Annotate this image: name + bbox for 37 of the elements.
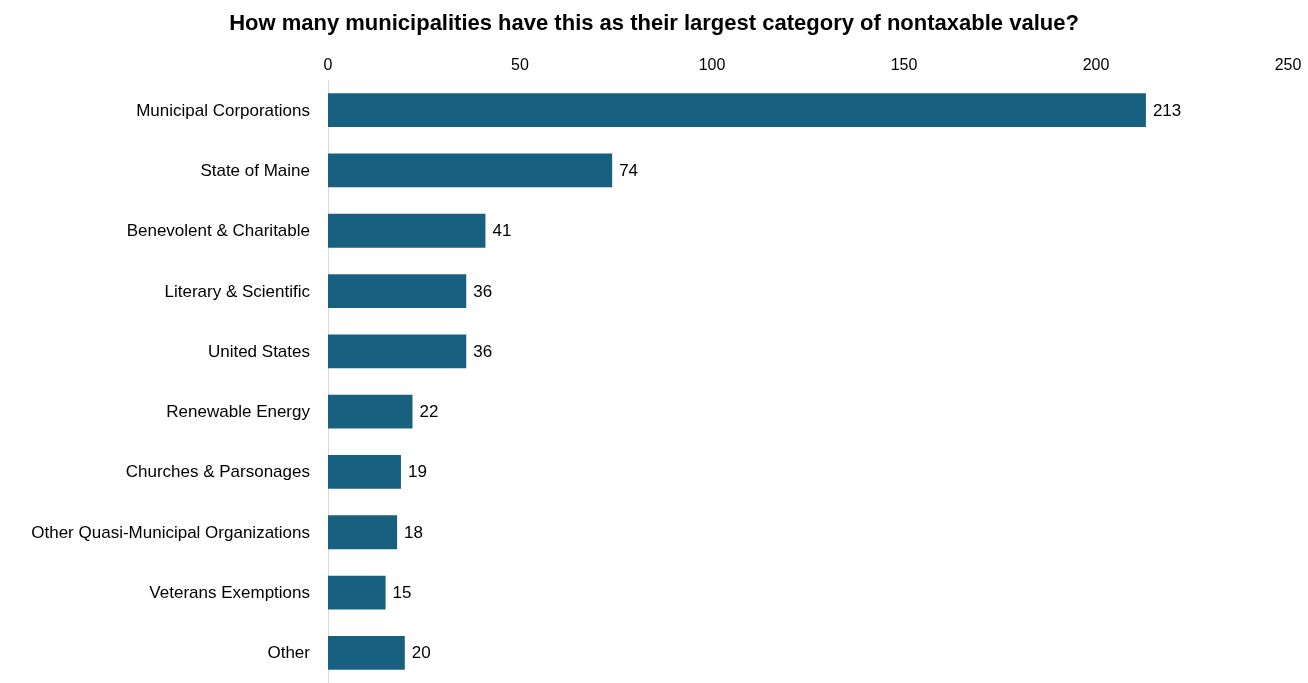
x-tick-label: 150 [890, 55, 918, 73]
bar [328, 213, 486, 248]
bar [328, 515, 398, 550]
x-tick-label: 250 [1274, 55, 1302, 73]
x-tick-label: 100 [698, 55, 726, 73]
bar [328, 455, 401, 489]
data-label: 213 [1152, 100, 1182, 120]
data-label: 15 [392, 583, 412, 603]
data-label: 20 [411, 643, 431, 663]
data-label: 74 [619, 160, 639, 180]
data-label: 19 [407, 462, 427, 482]
x-tick-label: 200 [1082, 55, 1110, 73]
bar [328, 575, 386, 610]
bar [328, 394, 413, 429]
x-tick-label: 50 [511, 55, 529, 73]
y-tick-label: State of Maine [200, 160, 310, 180]
bar [328, 274, 467, 308]
y-tick-label: Other [267, 643, 311, 663]
y-tick-label: Municipal Corporations [136, 100, 310, 120]
data-label: 41 [492, 221, 512, 241]
data-label: 18 [404, 522, 424, 542]
data-label: 36 [473, 281, 493, 301]
y-tick-label: Other Quasi-Municipal Organizations [31, 522, 310, 542]
y-tick-label: Veterans Exemptions [149, 583, 310, 603]
bar [328, 153, 613, 188]
bar [328, 93, 1146, 128]
x-tick-label: 0 [323, 55, 333, 73]
y-tick-label: Renewable Energy [166, 402, 311, 422]
bar [328, 635, 405, 670]
y-tick-label: Churches & Parsonages [125, 462, 310, 482]
data-label: 22 [419, 402, 439, 422]
chart-title: How many municipalities have this as their largest category of nontaxable value? [229, 9, 1079, 35]
bar [328, 334, 467, 369]
data-label: 36 [473, 341, 493, 361]
y-tick-label: Benevolent & Charitable [126, 221, 310, 241]
y-tick-label: Literary & Scientific [164, 281, 311, 301]
y-tick-label: United States [207, 341, 310, 361]
